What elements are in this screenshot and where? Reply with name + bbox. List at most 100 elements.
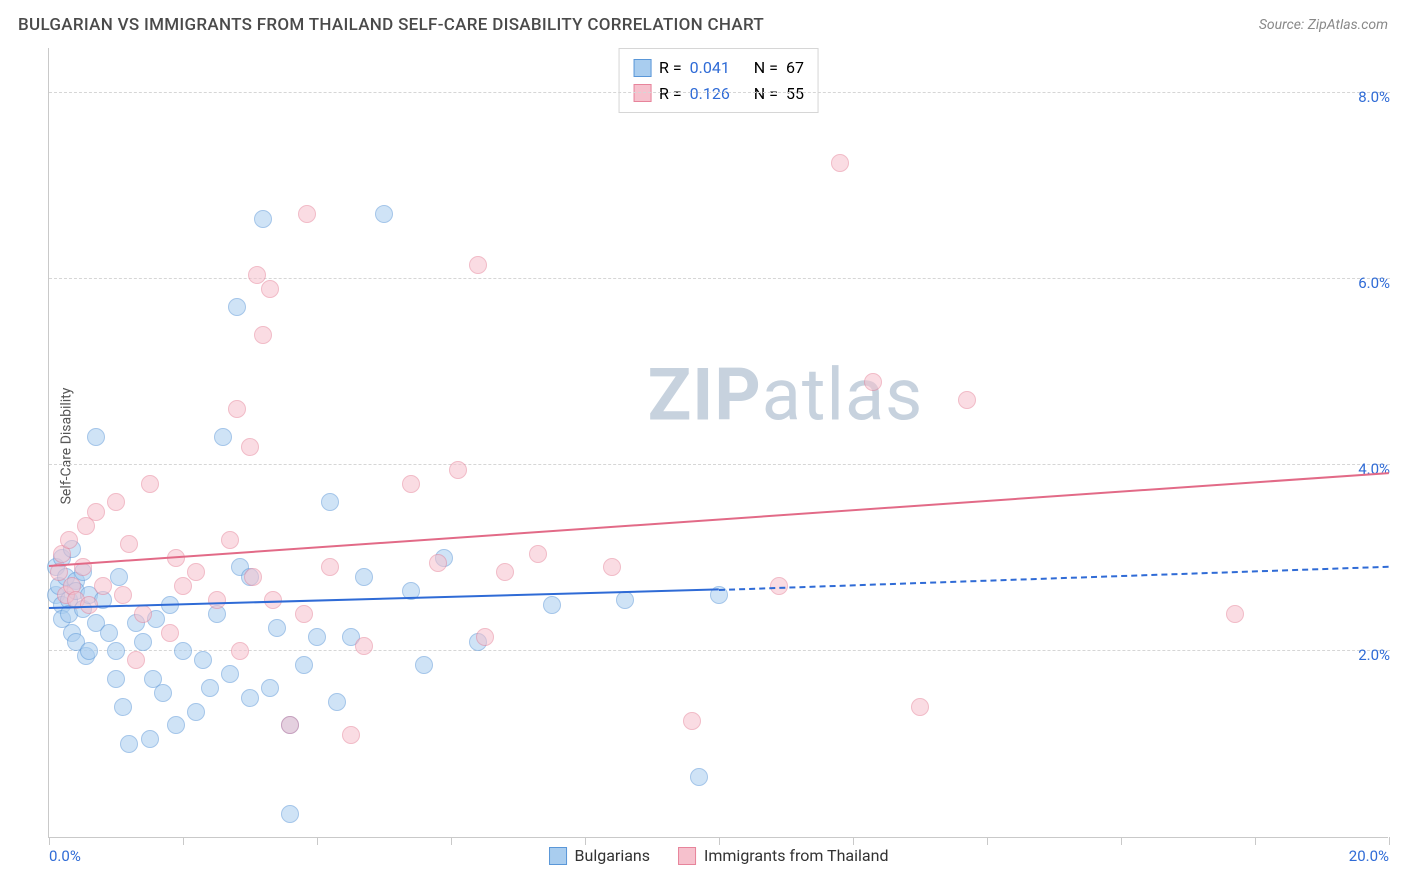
data-point bbox=[911, 698, 929, 716]
data-point bbox=[187, 563, 205, 581]
data-point bbox=[141, 475, 159, 493]
x-tick-label: 20.0% bbox=[1349, 847, 1389, 865]
source-name: ZipAtlas.com bbox=[1308, 17, 1388, 33]
data-point bbox=[221, 531, 239, 549]
x-tick bbox=[853, 837, 854, 845]
x-tick bbox=[585, 837, 586, 845]
data-point bbox=[244, 568, 262, 586]
trend-line bbox=[719, 565, 1389, 590]
data-point bbox=[154, 684, 172, 702]
data-point bbox=[683, 712, 701, 730]
watermark-zip: ZIP bbox=[648, 353, 762, 438]
data-point bbox=[476, 628, 494, 646]
data-point bbox=[831, 154, 849, 172]
x-tick bbox=[451, 837, 452, 845]
data-point bbox=[187, 703, 205, 721]
data-point bbox=[529, 545, 547, 563]
x-tick bbox=[1121, 837, 1122, 845]
data-point bbox=[120, 735, 138, 753]
data-point bbox=[127, 651, 145, 669]
data-point bbox=[342, 726, 360, 744]
data-point bbox=[355, 568, 373, 586]
watermark-atlas: atlas bbox=[762, 353, 924, 438]
y-tick-label: 6.0% bbox=[1358, 274, 1390, 292]
data-point bbox=[496, 563, 514, 581]
chart-source: Source: ZipAtlas.com bbox=[1259, 17, 1388, 33]
data-point bbox=[321, 558, 339, 576]
r-label: R = bbox=[659, 55, 682, 81]
data-point bbox=[295, 656, 313, 674]
data-point bbox=[268, 619, 286, 637]
data-point bbox=[375, 205, 393, 223]
data-point bbox=[254, 326, 272, 344]
x-tick bbox=[183, 837, 184, 845]
data-point bbox=[1226, 605, 1244, 623]
gridline bbox=[49, 464, 1390, 465]
data-point bbox=[60, 531, 78, 549]
data-point bbox=[161, 624, 179, 642]
data-point bbox=[295, 605, 313, 623]
data-point bbox=[864, 373, 882, 391]
data-point bbox=[429, 554, 447, 572]
data-point bbox=[402, 475, 420, 493]
data-point bbox=[231, 642, 249, 660]
data-point bbox=[174, 577, 192, 595]
chart-title: BULGARIAN VS IMMIGRANTS FROM THAILAND SE… bbox=[18, 15, 764, 35]
data-point bbox=[690, 768, 708, 786]
legend-swatch-icon bbox=[549, 847, 567, 865]
x-tick bbox=[1255, 837, 1256, 845]
data-point bbox=[543, 596, 561, 614]
legend-label: Immigrants from Thailand bbox=[704, 846, 888, 865]
x-tick bbox=[987, 837, 988, 845]
n-label: N = bbox=[754, 55, 778, 81]
stat-row: R = 0.041 N = 67 bbox=[633, 55, 804, 81]
data-point bbox=[100, 624, 118, 642]
data-point bbox=[114, 586, 132, 604]
x-tick-label: 0.0% bbox=[49, 847, 81, 865]
data-point bbox=[321, 493, 339, 511]
data-point bbox=[281, 716, 299, 734]
legend-label: Bulgarians bbox=[575, 846, 650, 865]
stat-legend: R = 0.041 N = 67 R = 0.126 N = 55 bbox=[618, 48, 819, 113]
data-point bbox=[107, 642, 125, 660]
data-point bbox=[241, 438, 259, 456]
data-point bbox=[261, 280, 279, 298]
data-point bbox=[298, 205, 316, 223]
watermark: ZIPatlas bbox=[648, 353, 924, 438]
x-tick bbox=[1389, 837, 1390, 845]
x-tick bbox=[49, 837, 50, 845]
data-point bbox=[107, 670, 125, 688]
data-point bbox=[248, 266, 266, 284]
data-point bbox=[87, 503, 105, 521]
data-point bbox=[107, 493, 125, 511]
scatter-plot: ZIPatlas R = 0.041 N = 67 R = 0.126 N = … bbox=[48, 48, 1388, 838]
data-point bbox=[254, 210, 272, 228]
n-value: 67 bbox=[786, 55, 804, 81]
r-value: 0.041 bbox=[690, 55, 730, 81]
data-point bbox=[80, 642, 98, 660]
source-prefix: Source: bbox=[1259, 17, 1308, 33]
data-point bbox=[261, 679, 279, 697]
data-point bbox=[110, 568, 128, 586]
data-point bbox=[174, 642, 192, 660]
data-point bbox=[415, 656, 433, 674]
data-point bbox=[87, 428, 105, 446]
legend-swatch-icon bbox=[633, 59, 651, 77]
data-point bbox=[134, 605, 152, 623]
data-point bbox=[228, 400, 246, 418]
y-tick-label: 8.0% bbox=[1358, 88, 1390, 106]
data-point bbox=[281, 805, 299, 823]
data-point bbox=[469, 256, 487, 274]
chart-header: BULGARIAN VS IMMIGRANTS FROM THAILAND SE… bbox=[0, 0, 1406, 40]
data-point bbox=[194, 651, 212, 669]
data-point bbox=[114, 698, 132, 716]
legend-item: Immigrants from Thailand bbox=[678, 846, 888, 865]
data-point bbox=[134, 633, 152, 651]
gridline bbox=[49, 92, 1390, 93]
data-point bbox=[201, 679, 219, 697]
gridline bbox=[49, 650, 1390, 651]
data-point bbox=[141, 730, 159, 748]
data-point bbox=[958, 391, 976, 409]
data-point bbox=[120, 535, 138, 553]
data-point bbox=[80, 596, 98, 614]
